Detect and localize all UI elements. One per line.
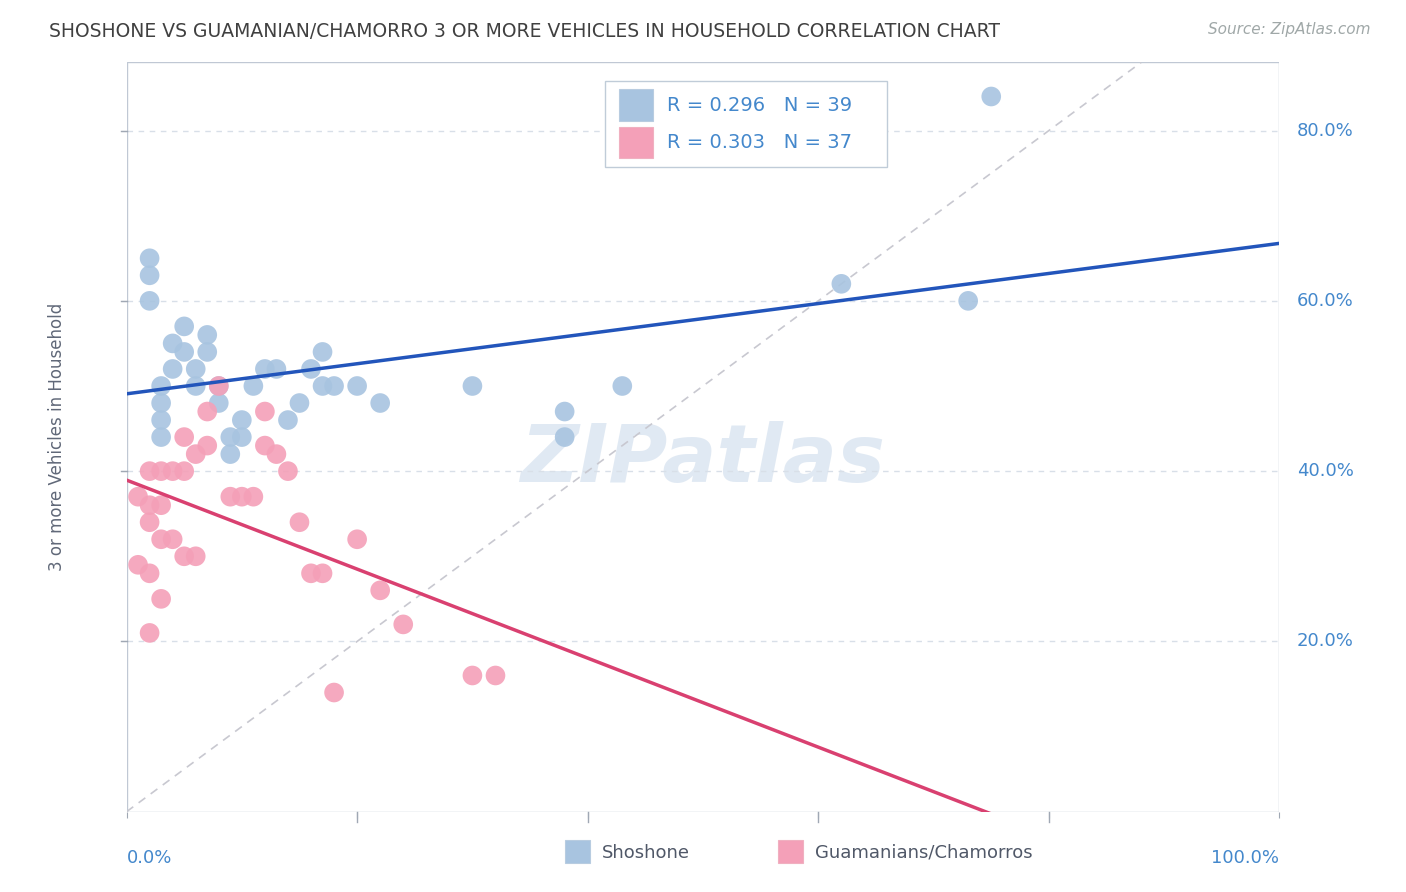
Text: 60.0%: 60.0% [1296,292,1354,310]
Point [195,439,218,453]
Point [231,413,253,427]
Point [173,319,195,334]
Point [195,345,218,359]
Text: 0.0%: 0.0% [127,849,172,867]
Bar [619,127,654,159]
Point [127,558,149,572]
Bar [565,840,591,863]
Point [323,685,346,699]
Text: 3 or more Vehicles in Household: 3 or more Vehicles in Household [48,303,66,571]
Point [830,277,852,291]
Point [208,379,231,393]
Point [311,345,333,359]
Point [311,379,333,393]
Point [138,566,160,581]
Point [323,379,346,393]
Point [162,464,184,478]
Point [162,362,184,376]
Point [612,379,634,393]
Text: 80.0%: 80.0% [1296,121,1354,139]
Point [554,404,576,418]
Point [231,430,253,444]
Point [219,430,242,444]
Point [162,533,184,547]
Point [173,345,195,359]
Point [242,490,264,504]
Point [195,404,218,418]
Text: R = 0.296   N = 39: R = 0.296 N = 39 [668,95,852,115]
Point [266,362,288,376]
Text: ZIPatlas: ZIPatlas [520,420,886,499]
Point [461,668,484,682]
Point [219,447,242,461]
Text: 20.0%: 20.0% [1296,632,1354,650]
Point [173,549,195,564]
Point [138,626,160,640]
Text: Guamanians/Chamorros: Guamanians/Chamorros [815,844,1032,862]
Point [138,293,160,308]
Point [138,498,160,512]
Point [484,668,506,682]
Point [138,515,160,529]
Point [150,396,173,410]
Text: Source: ZipAtlas.com: Source: ZipAtlas.com [1208,22,1371,37]
Point [138,464,160,478]
Point [127,490,149,504]
Text: 100.0%: 100.0% [1212,849,1279,867]
Point [253,439,276,453]
Bar [778,840,803,863]
Text: R = 0.303   N = 37: R = 0.303 N = 37 [668,133,852,153]
Point [299,362,322,376]
Point [288,396,311,410]
Point [299,566,322,581]
Point [150,379,173,393]
Point [368,583,391,598]
Text: 40.0%: 40.0% [1296,462,1354,480]
Point [150,464,173,478]
Point [461,379,484,393]
Point [195,327,218,342]
Point [150,498,173,512]
Point [242,379,264,393]
Point [150,430,173,444]
Text: SHOSHONE VS GUAMANIAN/CHAMORRO 3 OR MORE VEHICLES IN HOUSEHOLD CORRELATION CHART: SHOSHONE VS GUAMANIAN/CHAMORRO 3 OR MORE… [49,22,1000,41]
Point [162,336,184,351]
Point [173,464,195,478]
Point [346,379,368,393]
Point [219,490,242,504]
Point [231,490,253,504]
Point [392,617,415,632]
Point [277,413,299,427]
Point [150,413,173,427]
Point [208,379,231,393]
Point [980,89,1002,103]
Point [173,430,195,444]
Point [288,515,311,529]
Point [554,430,576,444]
Point [253,362,276,376]
Point [150,533,173,547]
Point [184,447,207,461]
Point [150,591,173,606]
Point [368,396,391,410]
Point [277,464,299,478]
Point [957,293,980,308]
FancyBboxPatch shape [605,81,887,168]
Point [184,362,207,376]
Point [253,404,276,418]
Point [138,252,160,266]
Point [184,379,207,393]
Point [266,447,288,461]
Point [346,533,368,547]
Point [311,566,333,581]
Point [138,268,160,283]
Bar [619,89,654,121]
Text: Shoshone: Shoshone [602,844,689,862]
Point [208,396,231,410]
Point [184,549,207,564]
